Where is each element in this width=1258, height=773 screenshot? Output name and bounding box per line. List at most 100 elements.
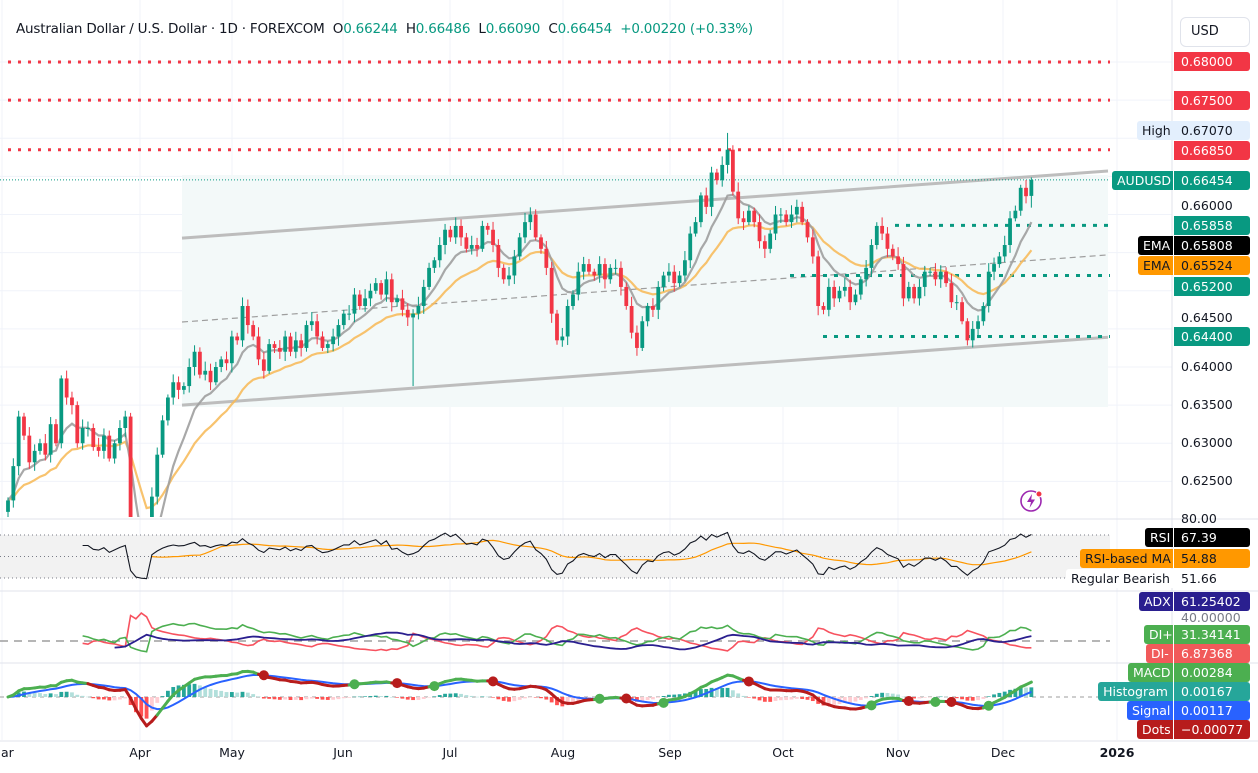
- candle: [581, 256, 586, 280]
- high-name: High: [1137, 121, 1177, 140]
- candle: [864, 260, 869, 287]
- candle-body: [80, 428, 85, 444]
- macd-cross-dot: [983, 700, 994, 711]
- candle-body: [379, 283, 383, 295]
- histogram-bar: [954, 697, 959, 699]
- candle-body: [906, 286, 911, 299]
- level-label-0.6685: 0.66850: [1174, 141, 1250, 160]
- candle-body: [432, 260, 437, 268]
- histogram-bar: [192, 683, 197, 697]
- price-pane[interactable]: [0, 60, 1110, 737]
- histogram-bar: [208, 688, 213, 697]
- signal-value: 0.00117: [1174, 701, 1250, 720]
- candle: [54, 419, 58, 447]
- candle: [86, 421, 90, 437]
- candle-body: [155, 454, 160, 497]
- histogram-name: Histogram: [1098, 682, 1174, 701]
- time-label: Sep: [658, 745, 682, 760]
- histogram-bar: [858, 697, 863, 701]
- adx-line: [114, 631, 1032, 651]
- ema-fast-label: 0.65808: [1174, 236, 1250, 255]
- histogram-bar: [736, 693, 741, 697]
- candle-body: [976, 321, 980, 329]
- candle: [421, 279, 426, 314]
- histogram-bar: [970, 697, 975, 701]
- histogram-bar: [38, 693, 42, 697]
- high-label: H: [405, 21, 416, 37]
- candle: [22, 412, 26, 441]
- candle-body: [448, 229, 453, 238]
- macd-cross-dot: [658, 697, 669, 708]
- indicator-panes[interactable]: [0, 531, 1110, 728]
- histogram-bar: [197, 685, 202, 697]
- dots-value: −0.00077: [1174, 720, 1250, 739]
- open-value: 0.66244: [343, 21, 398, 37]
- candle: [725, 132, 730, 174]
- histogram-bar: [437, 695, 442, 697]
- histogram-bar: [1013, 688, 1018, 697]
- candle-body: [667, 271, 671, 276]
- candle-body: [613, 267, 618, 269]
- histogram-bar: [965, 697, 970, 701]
- candle: [544, 240, 549, 276]
- candle-body: [75, 405, 80, 444]
- time-label: Aug: [550, 745, 576, 760]
- histogram-bar: [773, 697, 778, 701]
- candle: [773, 205, 778, 241]
- candle: [261, 352, 266, 379]
- candle: [640, 316, 645, 351]
- histogram-bar: [251, 694, 256, 697]
- candle: [416, 296, 421, 320]
- candle: [768, 229, 773, 254]
- candle: [533, 209, 538, 241]
- candle: [752, 207, 757, 228]
- histogram-bar: [768, 697, 773, 702]
- time-label: Dec: [990, 745, 1016, 760]
- histogram-bar: [752, 697, 757, 699]
- candle-body: [725, 149, 730, 165]
- candle-body: [16, 416, 21, 467]
- histogram-bar: [709, 687, 714, 697]
- histogram-bar: [725, 687, 730, 697]
- currency-button[interactable]: USD: [1180, 17, 1250, 47]
- candle: [901, 256, 906, 307]
- histogram-bar: [848, 697, 853, 703]
- candle-body: [405, 309, 410, 318]
- candle: [571, 290, 575, 310]
- histogram-bar: [800, 697, 805, 700]
- level-label-0.675: 0.67500: [1174, 91, 1250, 110]
- candle: [912, 283, 916, 304]
- candle: [986, 263, 991, 313]
- candle: [608, 264, 613, 284]
- candle: [635, 325, 639, 356]
- price-tick: 0.66000: [1181, 198, 1233, 213]
- candle: [75, 401, 80, 448]
- candle: [341, 309, 346, 330]
- candle-body: [880, 225, 885, 234]
- symbol-title[interactable]: Australian Dollar / U.S. Dollar · 1D · F…: [16, 21, 325, 37]
- candle: [315, 314, 320, 345]
- last-price-label: 0.66454: [1174, 171, 1250, 190]
- divergence-name: Regular Bearish: [1066, 569, 1174, 588]
- candle-body: [171, 382, 176, 398]
- candle-body: [874, 225, 879, 245]
- candle-body: [528, 214, 533, 223]
- candle: [661, 271, 666, 292]
- candle: [400, 289, 405, 317]
- candle: [448, 226, 453, 242]
- candle-body: [736, 191, 741, 219]
- price-tick: 0.64000: [1181, 359, 1233, 374]
- histogram-bar: [150, 697, 154, 711]
- candle-body: [197, 351, 202, 375]
- high-label: 0.67070: [1174, 121, 1250, 140]
- rsi-tick: 80.00: [1181, 511, 1217, 526]
- candle: [645, 302, 650, 327]
- candle: [805, 219, 810, 243]
- candle: [150, 487, 154, 517]
- lightning-icon[interactable]: [1018, 488, 1044, 514]
- histogram-bar: [341, 697, 346, 699]
- candle-body: [400, 298, 405, 310]
- candle-body: [992, 264, 996, 272]
- candle: [592, 268, 597, 281]
